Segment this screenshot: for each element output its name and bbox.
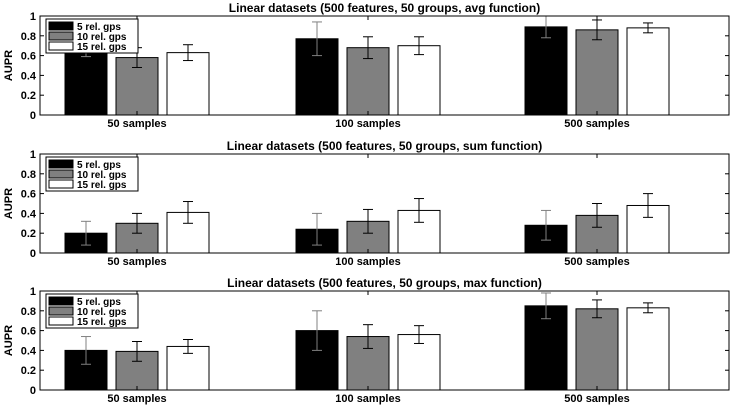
legend-label: 5 rel. gps xyxy=(77,22,121,33)
chart-panel-3: Linear datasets (500 features, 50 groups… xyxy=(3,276,730,405)
bar xyxy=(524,26,568,116)
y-tick-label: 0.6 xyxy=(21,189,36,201)
legend-swatch xyxy=(48,41,74,51)
legend-label: 5 rel. gps xyxy=(77,297,121,308)
y-tick-label: 0.8 xyxy=(21,306,36,318)
legend-swatch xyxy=(48,306,74,316)
y-tick-label: 1 xyxy=(30,149,36,161)
y-tick-label: 0 xyxy=(30,110,36,122)
y-tick-label: 0.8 xyxy=(21,169,36,181)
y-axis-label: AUPR xyxy=(3,50,15,81)
bar xyxy=(575,29,619,116)
axes-frame xyxy=(39,153,730,254)
x-tick-label: 100 samples xyxy=(335,256,400,268)
axes-frame xyxy=(39,15,730,116)
x-tick-label: 50 samples xyxy=(107,256,166,268)
legend-swatch xyxy=(48,296,74,306)
x-tick-label: 100 samples xyxy=(335,393,400,405)
axes-frame xyxy=(39,290,730,391)
y-tick-label: 0.6 xyxy=(21,51,36,63)
legend-swatch xyxy=(48,31,74,41)
legend-swatch xyxy=(48,316,74,326)
y-tick-label: 0.4 xyxy=(21,208,37,220)
chart-panel-1: Linear datasets (500 features, 50 groups… xyxy=(3,1,730,130)
legend-label: 10 rel. gps xyxy=(77,32,127,43)
legend-swatch xyxy=(48,179,74,189)
x-tick-label: 100 samples xyxy=(335,118,400,130)
legend-label: 15 rel. gps xyxy=(77,317,127,328)
y-tick-label: 0 xyxy=(30,248,36,260)
legend-swatch xyxy=(48,169,74,179)
y-tick-label: 0.4 xyxy=(21,70,37,82)
bar xyxy=(575,308,619,391)
bar xyxy=(64,49,108,116)
y-tick-label: 0.2 xyxy=(21,365,36,377)
y-tick-label: 0.2 xyxy=(21,90,36,102)
y-axis-label: AUPR xyxy=(3,325,15,356)
y-tick-label: 0.2 xyxy=(21,228,36,240)
chart-panel-2: Linear datasets (500 features, 50 groups… xyxy=(3,139,730,268)
bar xyxy=(397,45,441,116)
y-tick-label: 0 xyxy=(30,385,36,397)
x-tick-label: 50 samples xyxy=(107,118,166,130)
legend-swatch xyxy=(48,21,74,31)
x-tick-label: 500 samples xyxy=(564,393,629,405)
y-tick-label: 0.8 xyxy=(21,31,36,43)
bar xyxy=(626,27,670,116)
bar xyxy=(626,307,670,391)
bar xyxy=(397,334,441,391)
y-tick-label: 1 xyxy=(30,11,36,23)
x-tick-label: 500 samples xyxy=(564,256,629,268)
y-tick-label: 1 xyxy=(30,286,36,298)
legend-label: 5 rel. gps xyxy=(77,160,121,171)
legend-label: 10 rel. gps xyxy=(77,170,127,181)
legend-label: 15 rel. gps xyxy=(77,180,127,191)
chart-title: Linear datasets (500 features, 50 groups… xyxy=(227,139,542,153)
x-tick-label: 500 samples xyxy=(564,118,629,130)
y-tick-label: 0.4 xyxy=(21,345,37,357)
legend-label: 10 rel. gps xyxy=(77,307,127,318)
y-tick-label: 0.6 xyxy=(21,326,36,338)
bar xyxy=(166,52,210,116)
y-axis-label: AUPR xyxy=(3,188,15,219)
x-tick-label: 50 samples xyxy=(107,393,166,405)
legend-label: 15 rel. gps xyxy=(77,42,127,53)
chart-title: Linear datasets (500 features, 50 groups… xyxy=(227,276,542,290)
legend-swatch xyxy=(48,159,74,169)
chart-title: Linear datasets (500 features, 50 groups… xyxy=(229,1,540,15)
